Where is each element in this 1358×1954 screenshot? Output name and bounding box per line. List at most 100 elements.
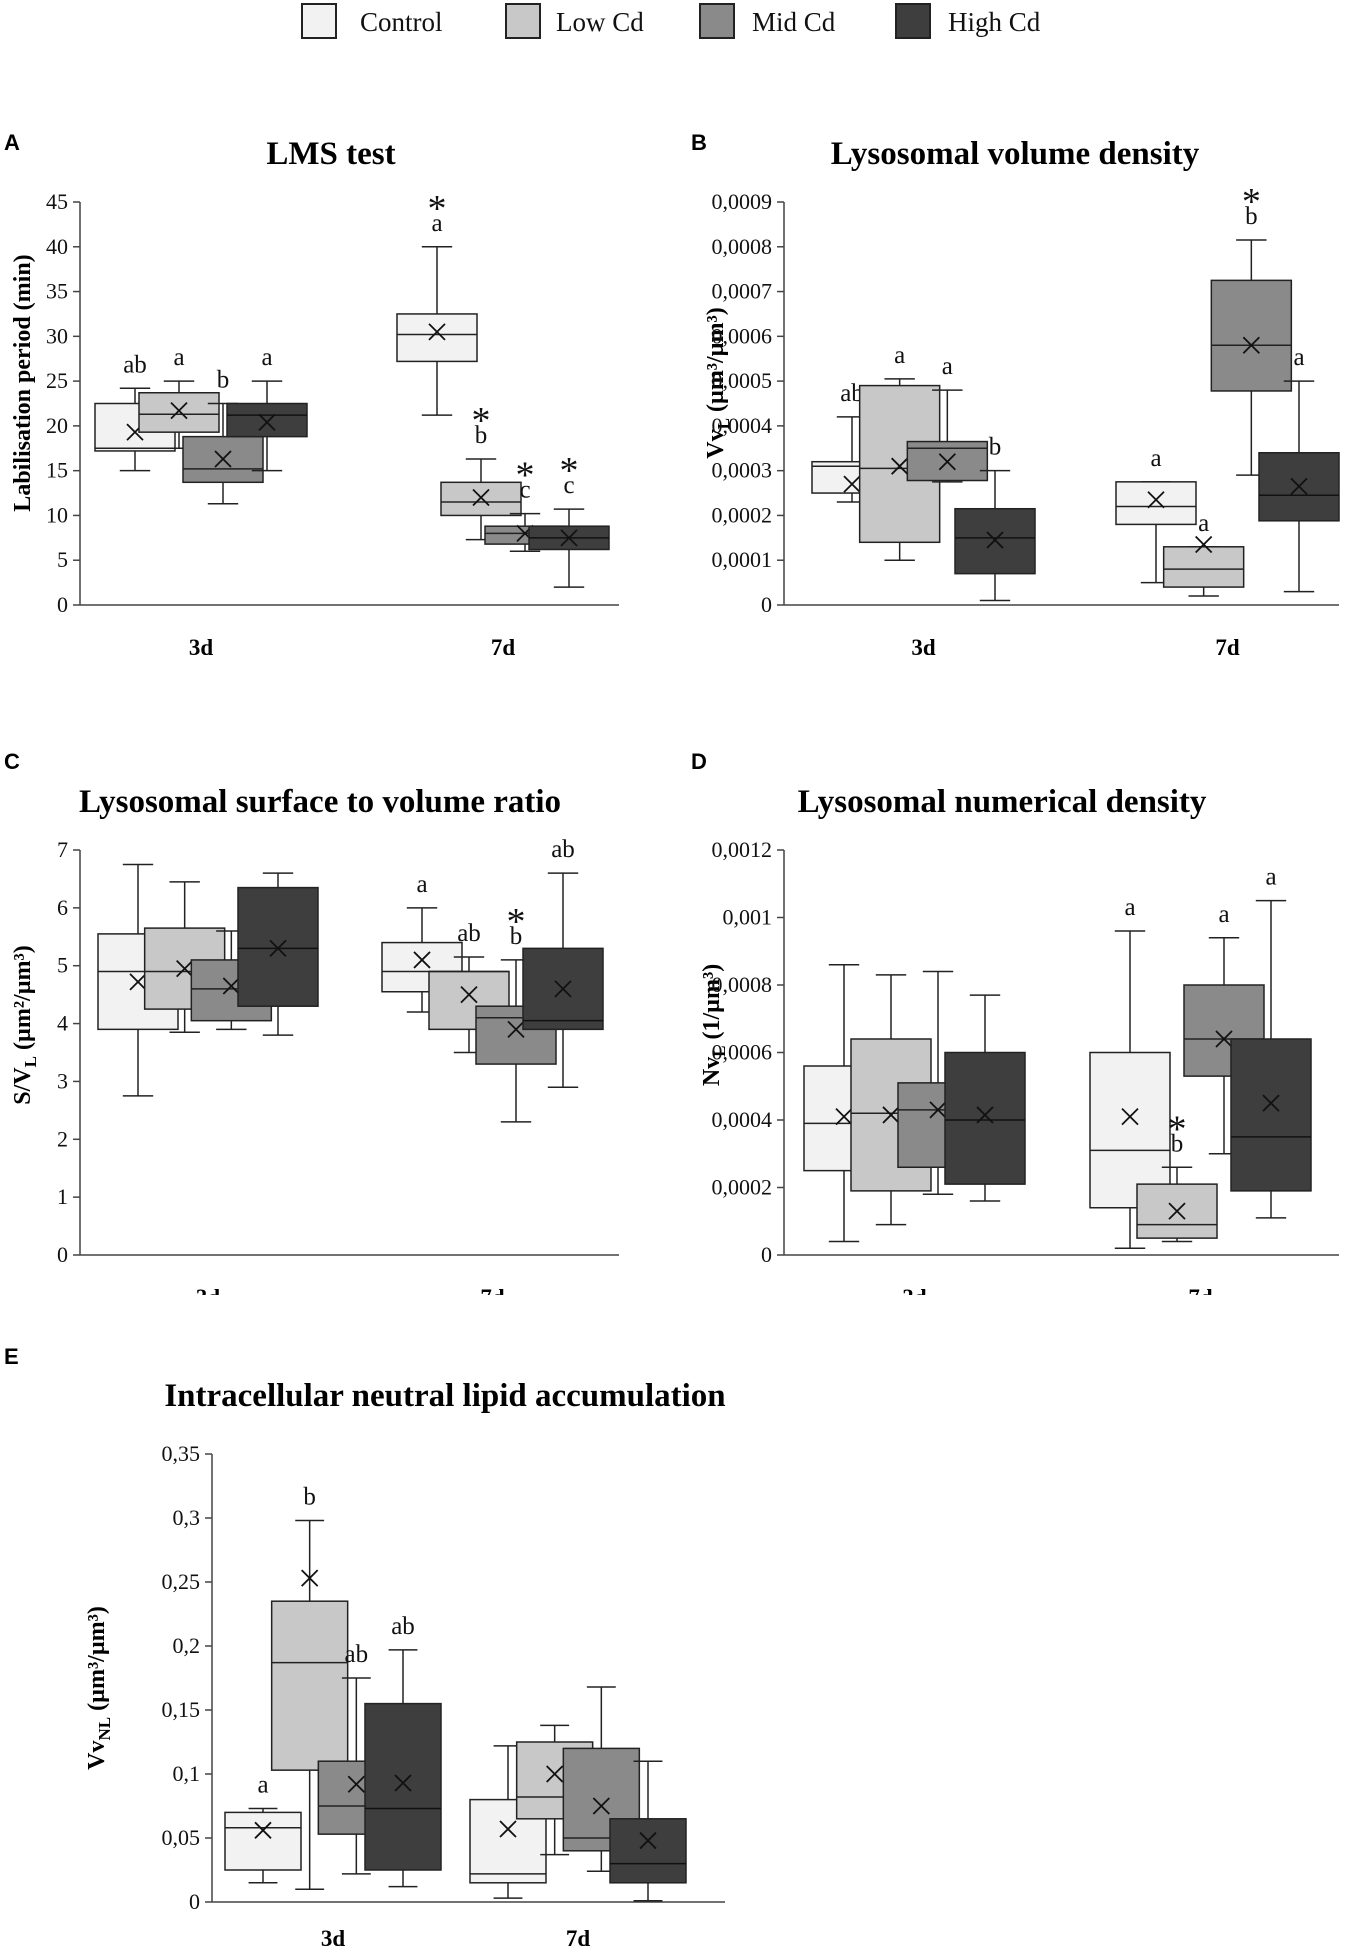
significance-letter: a	[1265, 864, 1276, 891]
panel-d-ytick-label: 0,0002	[712, 1175, 773, 1200]
box-iqr	[1210, 279, 1293, 392]
mean-marker	[1121, 1107, 1139, 1126]
mean-marker	[258, 413, 276, 431]
panel-d-ylabel: NvL (1/µm³)	[699, 964, 729, 1086]
box-iqr	[138, 392, 220, 433]
mean-marker	[976, 1106, 994, 1124]
panel-e-ylabel-units: (µm³/µm³)	[84, 1606, 110, 1717]
legend-item-low-cd: Low Cd	[505, 3, 644, 39]
legend-swatch-high-cd	[895, 3, 931, 39]
panel-d-box-low-cd-7d: b*	[1136, 1108, 1218, 1243]
mean-marker	[546, 1765, 564, 1783]
panel-a-ytick-label: 10	[46, 502, 68, 527]
mean-marker	[472, 488, 490, 507]
panel-c-ytick-label: 1	[57, 1184, 68, 1209]
legend-label-high-cd: High Cd	[948, 7, 1041, 37]
significance-letter: b	[217, 367, 230, 394]
panel-d-box-high-cd-3d	[944, 994, 1026, 1202]
panel-c-xcat-label: 3d	[196, 1285, 221, 1295]
significance-star: *	[1168, 1108, 1187, 1150]
mean-marker	[269, 939, 287, 957]
panel-c-label: C	[4, 749, 20, 774]
significance-letter: b	[475, 422, 488, 449]
panel-d-box-high-cd-7d: a	[1230, 864, 1312, 1219]
panel-b-box-high-cd-3d: b	[954, 434, 1036, 602]
panel-b-xcat-label: 3d	[911, 635, 936, 660]
panel-b-box-control-7d: a	[1115, 445, 1197, 584]
mean-marker	[499, 1820, 517, 1838]
mean-marker	[560, 529, 578, 547]
panel-a-box-low-cd-7d: b*	[440, 400, 522, 541]
significance-star: *	[507, 901, 526, 943]
significance-letter: a	[431, 210, 442, 237]
panel-a-box-control-7d: a*	[396, 188, 478, 416]
panel-a: A LMS test Labilisation period (min) 0 5 1…	[4, 130, 619, 660]
significance-letter: a	[1293, 344, 1304, 371]
panel-e-ytick-label: 0,2	[173, 1633, 201, 1658]
panel-b-ytick-label: 0,0003	[712, 458, 773, 483]
legend-swatch-mid-cd	[699, 3, 735, 39]
mean-marker	[347, 1775, 365, 1793]
panel-d-ytick-label: 0,001	[723, 905, 773, 930]
panel-a-ytick-label: 5	[57, 547, 68, 572]
significance-letter: b	[1245, 203, 1258, 230]
panel-a-ytick-label: 15	[46, 458, 68, 483]
panel-b-ytick-label: 0,0008	[712, 234, 773, 259]
mean-marker	[554, 980, 572, 998]
panel-e-ytick-label: 0,1	[173, 1761, 201, 1786]
significance-letter: a	[261, 344, 272, 371]
panel-b: B Lysosomal volume density VvL (µm³/µm³)…	[691, 130, 1340, 660]
panel-c-ytick-label: 4	[57, 1011, 68, 1036]
panel-b-box-low-cd-7d: a	[1162, 510, 1245, 597]
panel-e-ytick-label: 0	[189, 1889, 200, 1914]
significance-letter: c	[519, 477, 530, 504]
panel-b-ytick-label: 0,0009	[712, 189, 773, 214]
panel-b-ylabel-sub: L	[714, 418, 733, 429]
panel-b-ylabel-main: Vv	[703, 429, 729, 458]
panel-b-box-mid-cd-3d: a	[906, 353, 989, 483]
significance-letter: b	[510, 923, 523, 950]
significance-letter: b	[1171, 1130, 1184, 1157]
panel-c-xcat-label: 7d	[480, 1285, 505, 1295]
significance-star: *	[1242, 181, 1261, 223]
box-iqr	[1089, 1051, 1171, 1209]
panel-d-ytick-label: 0,0004	[712, 1107, 773, 1132]
box-iqr	[270, 1600, 349, 1771]
mean-marker	[891, 457, 909, 475]
legend-item-high-cd: High Cd	[895, 3, 1041, 39]
significance-letter: a	[416, 871, 427, 898]
mean-marker	[843, 475, 861, 493]
panel-e-ylabel: VvNL (µm³/µm³)	[84, 1606, 114, 1770]
mean-marker	[222, 977, 240, 995]
panel-d-xcat-label: 3d	[902, 1285, 927, 1295]
box-iqr	[1115, 481, 1197, 526]
panel-c-box-high-cd-3d	[237, 872, 319, 1036]
panel-e-ylabel-sub: NL	[95, 1717, 114, 1741]
significance-star: *	[560, 450, 579, 492]
box-iqr	[237, 886, 319, 1007]
mean-marker	[1290, 477, 1308, 495]
panel-d-ytick-label: 0,0012	[712, 837, 773, 862]
significance-letter: a	[1150, 445, 1161, 472]
significance-letter: ab	[457, 920, 481, 947]
panel-b-ytick-label: 0,0006	[712, 323, 773, 348]
significance-letter: ab	[345, 1641, 369, 1668]
significance-letter: c	[563, 472, 574, 499]
panel-a-ytick-label: 45	[46, 189, 68, 214]
panel-a-box-mid-cd-3d: b	[182, 367, 264, 505]
panel-d-ylabel-units: (1/µm³)	[699, 964, 725, 1046]
panel-a-ylabel: Labilisation period (min)	[10, 254, 36, 511]
panel-e-box-high-cd-3d: ab	[364, 1613, 442, 1888]
mean-marker	[170, 402, 188, 420]
legend-swatch-low-cd	[505, 3, 541, 39]
box-iqr	[609, 1818, 687, 1884]
panel-b-label: B	[691, 130, 707, 155]
panel-c-title: Lysosomal surface to volume ratio	[79, 784, 561, 820]
significance-letter: a	[1218, 901, 1229, 928]
panel-c-ytick-label: 3	[57, 1068, 68, 1093]
panel-c-ytick-label: 2	[57, 1126, 68, 1151]
box-iqr	[224, 1811, 302, 1871]
panel-a-box-low-cd-3d: a	[138, 344, 220, 450]
legend-swatch-control	[301, 3, 337, 39]
panel-e-ytick-label: 0,05	[162, 1825, 201, 1850]
